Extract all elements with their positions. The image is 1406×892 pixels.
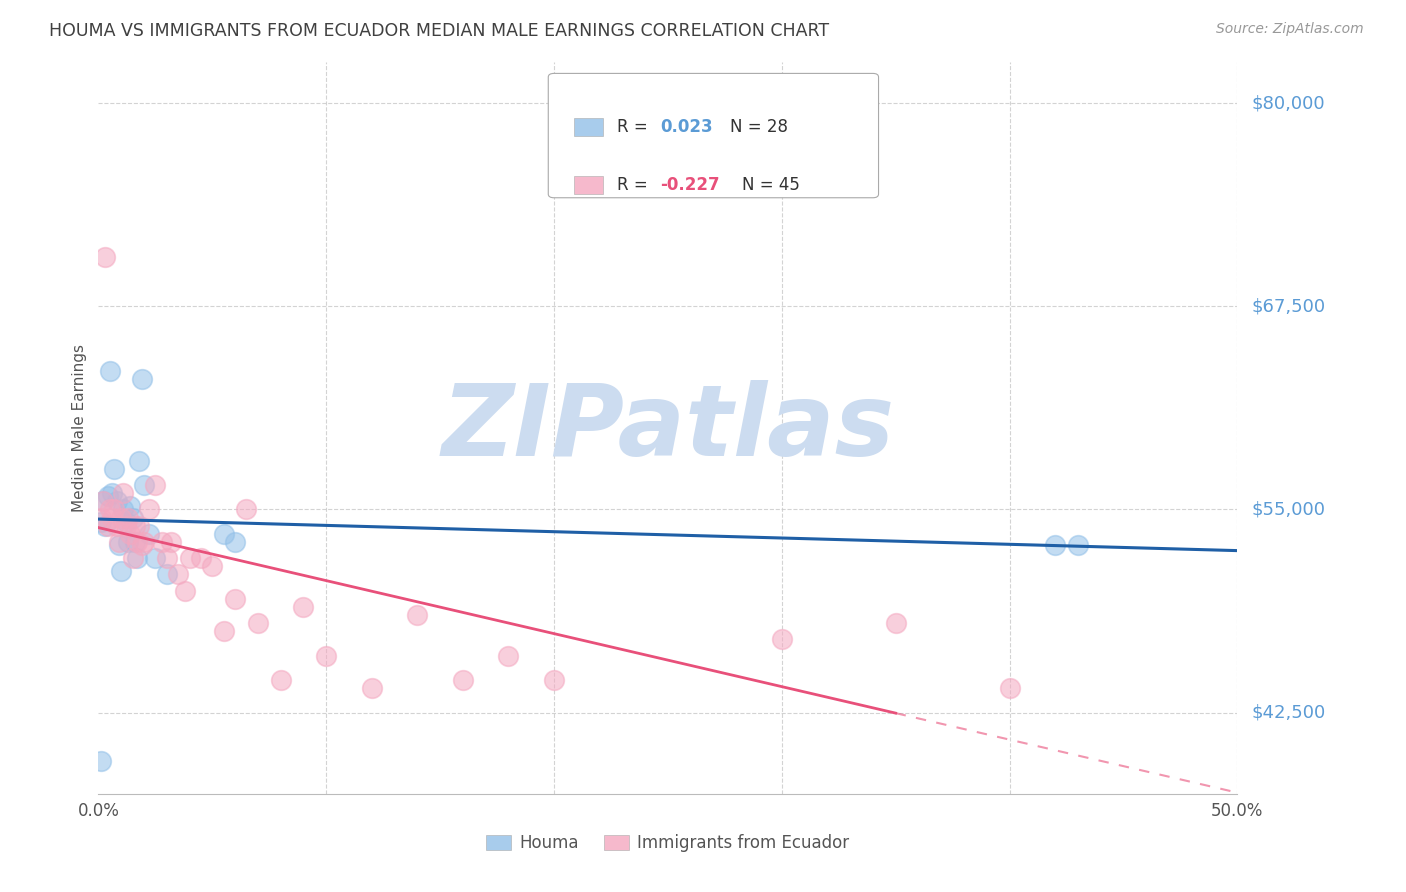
Point [98, 364, 121, 378]
Point [98, 502, 121, 516]
Point [110, 510, 132, 524]
Point [94, 518, 117, 533]
Point [406, 608, 429, 623]
Point [884, 616, 907, 631]
Text: HOUMA VS IMMIGRANTS FROM ECUADOR MEDIAN MALE EARNINGS CORRELATION CHART: HOUMA VS IMMIGRANTS FROM ECUADOR MEDIAN … [49, 22, 830, 40]
Point [114, 518, 136, 533]
Point [235, 502, 257, 516]
Point [360, 681, 382, 696]
Point [131, 538, 153, 552]
Text: 0.023: 0.023 [659, 118, 713, 136]
Point [121, 510, 143, 524]
Point [150, 535, 173, 549]
Point [315, 648, 337, 663]
Point [110, 564, 132, 578]
Point [105, 494, 128, 508]
Text: $55,000: $55,000 [1251, 500, 1326, 518]
Point [117, 535, 139, 549]
Text: R =: R = [617, 177, 652, 194]
FancyBboxPatch shape [575, 177, 603, 194]
Point [91, 494, 114, 508]
Point [138, 526, 160, 541]
Point [114, 516, 136, 530]
Legend: Houma, Immigrants from Ecuador: Houma, Immigrants from Ecuador [479, 828, 856, 859]
Point [105, 518, 128, 533]
Point [91, 494, 114, 508]
Point [145, 478, 167, 492]
Point [132, 478, 155, 492]
Point [190, 551, 212, 566]
Point [120, 499, 142, 513]
Point [246, 616, 269, 631]
Point [292, 599, 315, 614]
Point [160, 535, 183, 549]
Point [103, 462, 125, 476]
Point [174, 583, 197, 598]
Point [127, 535, 149, 549]
Text: R =: R = [617, 118, 652, 136]
Point [127, 551, 149, 566]
Point [224, 591, 246, 606]
Point [90, 510, 112, 524]
Point [108, 538, 131, 552]
Text: $67,500: $67,500 [1251, 297, 1326, 315]
Point [201, 559, 224, 574]
Point [96, 518, 118, 533]
Point [128, 453, 150, 467]
Text: Source: ZipAtlas.com: Source: ZipAtlas.com [1216, 22, 1364, 37]
Point [101, 486, 124, 500]
Point [156, 551, 179, 566]
Text: N = 45: N = 45 [742, 177, 800, 194]
Point [108, 535, 131, 549]
FancyBboxPatch shape [575, 118, 603, 136]
Point [179, 551, 201, 566]
Point [212, 624, 235, 639]
Point [167, 567, 190, 582]
Point [112, 502, 135, 516]
Point [128, 518, 150, 533]
Point [112, 486, 135, 500]
Point [212, 526, 235, 541]
Point [103, 502, 125, 516]
Point [90, 516, 112, 530]
Point [117, 510, 139, 524]
Point [101, 510, 124, 524]
Point [1067, 538, 1090, 552]
Point [94, 251, 117, 265]
Point [124, 518, 146, 533]
Point [138, 502, 160, 516]
Point [451, 673, 474, 687]
Point [131, 372, 153, 386]
Point [1043, 538, 1066, 552]
Text: -0.227: -0.227 [659, 177, 720, 194]
Point [120, 526, 142, 541]
Point [770, 632, 793, 647]
Point [543, 673, 565, 687]
Text: $80,000: $80,000 [1251, 94, 1324, 112]
Point [124, 535, 146, 549]
Point [156, 567, 179, 582]
Point [270, 673, 292, 687]
Point [121, 551, 143, 566]
Point [96, 490, 118, 504]
Point [132, 535, 155, 549]
Point [145, 551, 167, 566]
Point [224, 535, 246, 549]
Text: $42,500: $42,500 [1251, 704, 1326, 722]
Y-axis label: Median Male Earnings: Median Male Earnings [72, 344, 87, 512]
Text: N = 28: N = 28 [731, 118, 789, 136]
Text: ZIPatlas: ZIPatlas [441, 380, 894, 476]
Point [90, 755, 112, 769]
FancyBboxPatch shape [548, 73, 879, 198]
Point [498, 648, 520, 663]
Point [998, 681, 1021, 696]
